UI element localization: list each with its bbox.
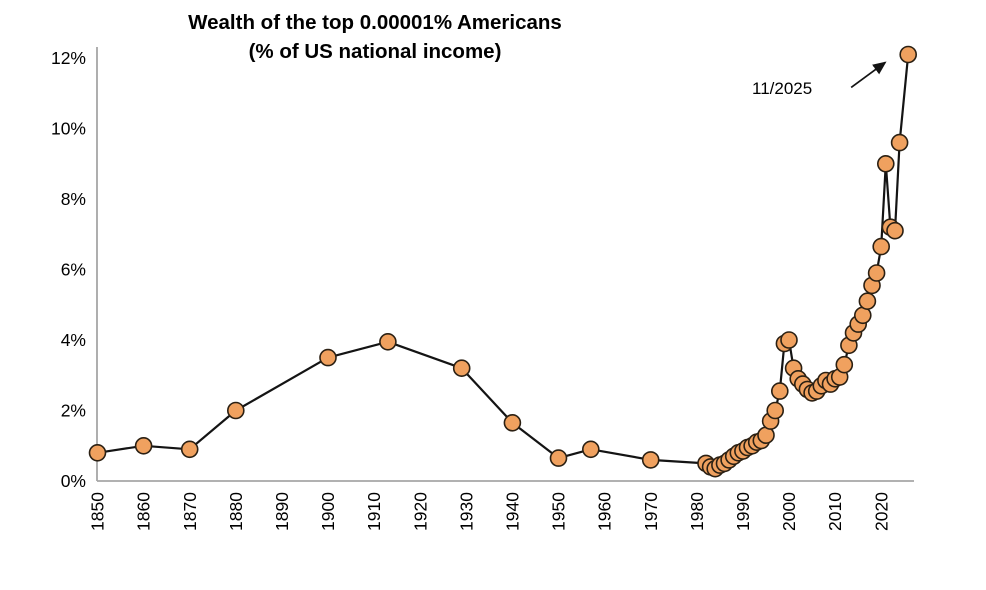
data-point xyxy=(452,359,471,378)
x-tick-label: 1850 xyxy=(88,492,108,531)
data-point xyxy=(180,440,199,459)
y-tick-label: 6% xyxy=(61,260,86,280)
x-tick-label: 1880 xyxy=(226,492,246,531)
data-point xyxy=(227,401,245,420)
y-tick-label: 0% xyxy=(61,471,86,491)
x-tick-label: 1900 xyxy=(318,492,338,531)
x-tick-label: 1950 xyxy=(549,492,569,531)
data-point xyxy=(876,155,895,173)
data-point xyxy=(549,449,568,467)
data-point xyxy=(319,348,337,367)
data-point xyxy=(503,413,522,432)
x-tick-label: 1890 xyxy=(272,492,292,531)
chart-title-line2: (% of US national income) xyxy=(248,40,502,63)
x-tick-label: 1910 xyxy=(364,492,384,531)
data-point xyxy=(766,401,785,420)
data-point xyxy=(780,331,798,349)
data-point xyxy=(581,440,600,459)
x-tick-label: 1860 xyxy=(134,492,154,531)
x-tick-label: 1940 xyxy=(503,492,523,531)
x-tick-label: 1920 xyxy=(410,492,430,531)
x-tick-label: 1970 xyxy=(641,492,661,531)
data-point xyxy=(886,221,904,240)
data-point xyxy=(770,382,789,400)
data-point xyxy=(858,292,877,311)
y-tick-label: 8% xyxy=(61,189,86,209)
x-tick-label: 1870 xyxy=(180,492,200,531)
x-tick-label: 1960 xyxy=(595,492,615,531)
y-tick-label: 4% xyxy=(61,330,86,350)
annotation-11-2025: 11/2025 xyxy=(752,79,813,98)
data-point xyxy=(867,264,886,282)
data-point xyxy=(890,133,909,152)
y-tick-label: 2% xyxy=(61,401,86,421)
data-point xyxy=(641,451,660,469)
x-tick-label: 2010 xyxy=(825,492,845,531)
y-tick-label: 10% xyxy=(51,119,86,139)
data-point xyxy=(835,355,854,374)
data-point xyxy=(872,237,891,256)
data-point xyxy=(379,332,397,351)
data-line xyxy=(96,53,910,470)
x-tick-labels: 1850 1860 1870 1880 1890 1900 1910 1920 1930 1940… xyxy=(88,492,892,531)
axes xyxy=(96,47,914,482)
x-tick-label: 2020 xyxy=(871,492,891,531)
x-tick-label: 1990 xyxy=(733,492,753,531)
data-point xyxy=(134,436,153,455)
data-point xyxy=(899,45,918,64)
y-tick-labels: 0% 2% 4% 6% 8% 10% 12% xyxy=(51,48,86,491)
data-points xyxy=(88,45,918,478)
x-tick-label: 1930 xyxy=(456,492,476,531)
chart-title: Wealth of the top 0.00001% Americans (% … xyxy=(100,8,650,66)
x-tick-label: 1980 xyxy=(687,492,707,531)
y-tick-label: 12% xyxy=(51,48,86,68)
x-tick-label: 2000 xyxy=(779,492,799,531)
data-point xyxy=(88,443,107,462)
chart-title-line1: Wealth of the top 0.00001% Americans xyxy=(188,11,562,34)
annotation-arrow xyxy=(850,61,887,89)
